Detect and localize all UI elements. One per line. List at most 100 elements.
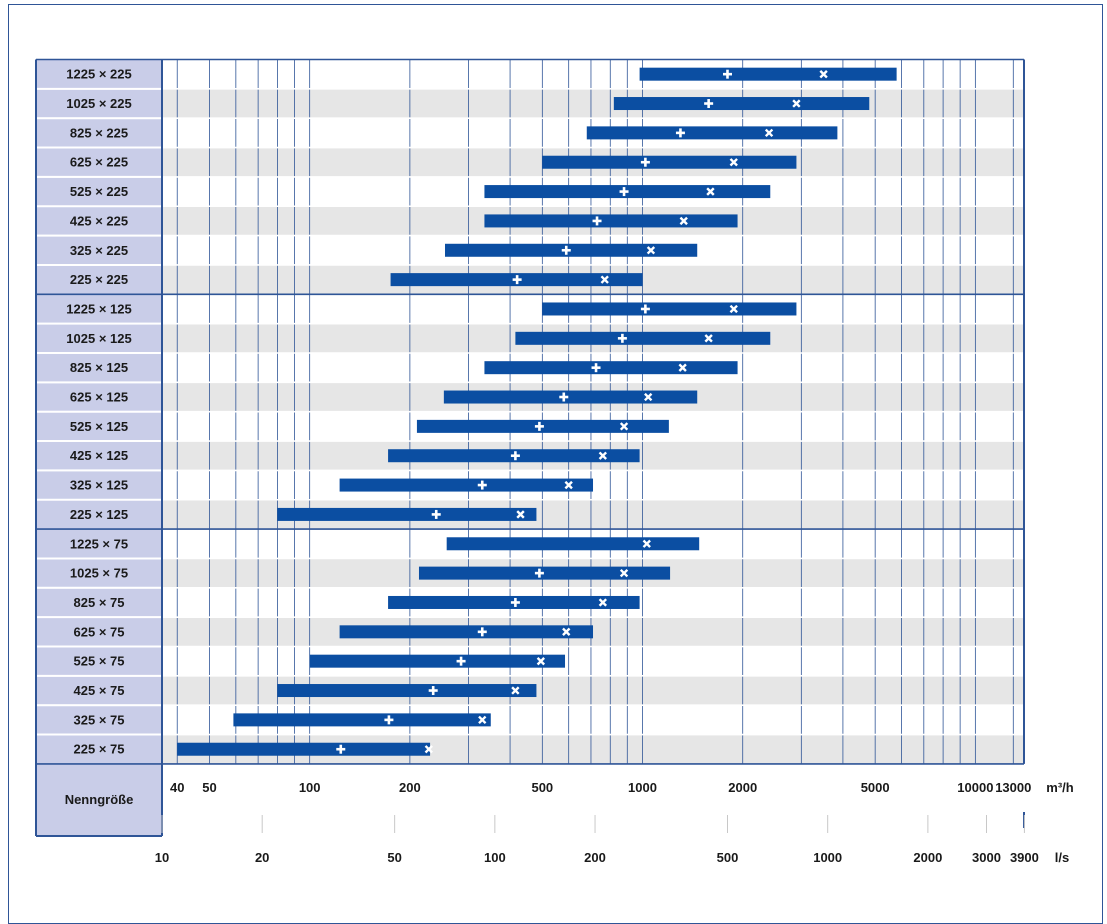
cross-icon [646, 246, 656, 255]
secondary-tick-label: 2000 [913, 850, 942, 865]
cross-icon [729, 304, 738, 314]
row-label-cell [36, 529, 162, 559]
range-bar [418, 566, 671, 580]
primary-tick-label: 5000 [861, 780, 890, 795]
row-label: 425 × 75 [74, 683, 125, 698]
cross-icon [600, 275, 609, 284]
range-bar [339, 478, 594, 492]
cross-icon [536, 657, 546, 666]
secondary-tick-label: 3000 [972, 850, 1001, 865]
plus-icon [559, 392, 569, 402]
row-label: 425 × 125 [70, 448, 128, 463]
row-label-cell [36, 353, 162, 383]
row-label-cell [36, 558, 162, 588]
cross-icon-stroke [598, 451, 608, 460]
plus-icon [619, 187, 629, 197]
cross-icon-stroke [678, 363, 687, 372]
primary-tick-label: 500 [531, 780, 553, 795]
row-label-cell [36, 499, 162, 530]
row-label-cell [36, 323, 162, 353]
plus-icon [591, 363, 601, 373]
range-bar [542, 302, 797, 316]
primary-tick-label: 200 [399, 780, 421, 795]
row-label-cell [36, 411, 162, 442]
primary-tick-label: 1000 [628, 780, 657, 795]
row-label-cell [36, 59, 162, 89]
range-bar [309, 654, 566, 668]
row-label: 1025 × 225 [66, 96, 131, 111]
cross-icon [511, 686, 520, 695]
plus-icon [704, 99, 714, 109]
cross-icon-stroke [764, 128, 774, 138]
range-bar [177, 742, 431, 756]
row-background [162, 646, 1024, 676]
cross-icon-stroke [819, 70, 828, 79]
cross-icon-stroke [644, 392, 653, 402]
cross-icon-stroke [600, 275, 609, 284]
row-label-cell [36, 235, 162, 265]
secondary-tick-label: 50 [387, 850, 401, 865]
row-label: 225 × 75 [74, 742, 125, 757]
plus-icon [477, 627, 487, 637]
row-label: 525 × 225 [70, 184, 128, 199]
cross-icon-stroke [424, 745, 433, 754]
cross-icon [706, 187, 715, 196]
cross-icon [679, 216, 688, 226]
primary-tick-label: 100 [299, 780, 321, 795]
row-label: 325 × 125 [70, 478, 128, 493]
secondary-tick-label: 10 [155, 850, 169, 865]
cross-icon-stroke [729, 158, 738, 167]
plus-icon [336, 744, 346, 754]
row-label: 1025 × 125 [66, 331, 131, 346]
cross-icon [729, 158, 738, 167]
cross-icon [478, 715, 487, 725]
cross-icon [424, 745, 433, 754]
plus-icon [477, 480, 487, 490]
row-label-cell [36, 88, 162, 119]
range-bar [339, 625, 594, 639]
row-label-cell [36, 264, 162, 295]
plus-icon [534, 421, 544, 431]
row-label-cell [36, 587, 162, 618]
cross-icon [564, 480, 573, 490]
secondary-axis-unit: l/s [1055, 850, 1069, 865]
plus-icon [384, 715, 394, 725]
plus-icon [510, 597, 520, 607]
range-bar [277, 684, 537, 698]
secondary-tick-label: 3900 [1010, 850, 1039, 865]
row-label: 1225 × 125 [66, 301, 131, 316]
primary-axis-unit: m³/h [1046, 780, 1074, 795]
row-label: 525 × 75 [74, 654, 125, 669]
cross-icon [678, 363, 687, 372]
row-label-cell [36, 705, 162, 735]
cross-icon-stroke [792, 99, 801, 108]
row-label: 1025 × 75 [70, 566, 128, 581]
range-bar [443, 390, 698, 404]
row-label: 825 × 75 [74, 595, 125, 610]
range-bar [233, 713, 491, 727]
primary-tick-label: 13000 [995, 780, 1031, 795]
plus-icon [534, 568, 544, 578]
plus-icon [561, 245, 571, 255]
row-label-cell [36, 646, 162, 676]
cross-icon-stroke [646, 246, 656, 255]
cross-icon-stroke [598, 598, 608, 607]
cross-icon [562, 627, 571, 636]
row-label: 825 × 125 [70, 360, 128, 375]
plus-icon [510, 451, 520, 461]
range-bar [484, 361, 738, 375]
cross-icon-stroke [619, 422, 629, 431]
range-bar [613, 97, 870, 111]
plus-icon [675, 128, 685, 138]
row-label-cell [36, 441, 162, 471]
row-label-cell [36, 176, 162, 207]
cross-icon [598, 598, 608, 607]
cross-icon [516, 510, 525, 519]
row-background [162, 88, 1024, 119]
range-bar [444, 243, 698, 257]
cross-icon [704, 334, 713, 343]
row-label-cell [36, 294, 162, 324]
plus-icon [592, 216, 602, 226]
range-bar [484, 214, 738, 228]
primary-tick-label: 40 [170, 780, 184, 795]
